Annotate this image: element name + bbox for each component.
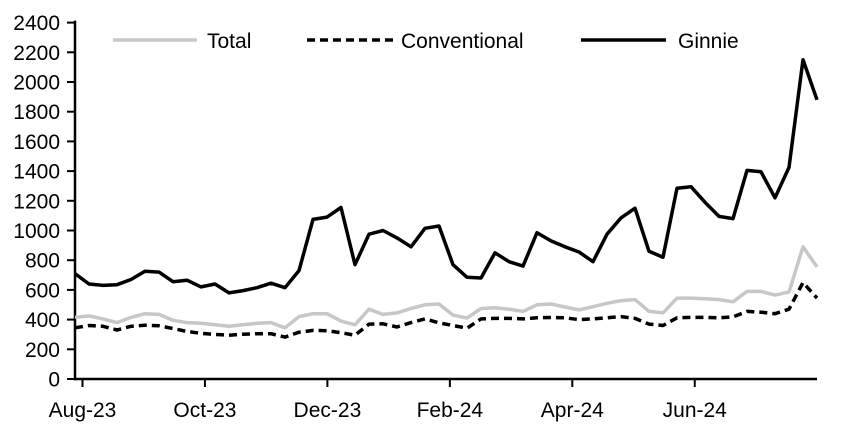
legend-label-ginnie: Ginnie xyxy=(678,30,739,53)
series-lines xyxy=(73,57,819,339)
y-axis-tick-label: 1400 xyxy=(13,161,60,184)
x-axis-tick-label: Dec-23 xyxy=(294,399,362,422)
series-line-total xyxy=(74,245,819,330)
y-axis-tick-label: 2200 xyxy=(13,42,60,65)
axes: 0 200 400 600 800 1000 1200 1400 1600 1800 2000 220… xyxy=(13,12,817,422)
y-axis-tick-label: 600 xyxy=(25,279,60,302)
x-axis-tick-label: Apr-24 xyxy=(541,399,604,422)
y-axis-tick-label: 2000 xyxy=(13,72,60,95)
y-axis-tick-label: 0 xyxy=(48,369,60,392)
y-axis-tick-label: 1600 xyxy=(13,131,60,154)
legend: Total Conventional Ginnie xyxy=(113,30,739,53)
x-axis-tick-label: Oct-23 xyxy=(173,399,236,422)
legend-label-total: Total xyxy=(207,30,251,53)
y-axis-tick-label: 2400 xyxy=(13,12,60,35)
series-line-conventional xyxy=(74,280,819,339)
legend-label-conventional: Conventional xyxy=(401,30,524,53)
y-axis-tick-label: 1800 xyxy=(13,101,60,124)
x-axis-tick-label: Jun-24 xyxy=(663,399,728,422)
y-axis-tick-label: 1200 xyxy=(13,190,60,213)
x-axis-tick-label: Feb-24 xyxy=(417,399,484,422)
y-axis-tick-label: 400 xyxy=(25,309,60,332)
y-axis-tick-label: 1000 xyxy=(13,220,60,243)
x-axis-tick-label: Aug-23 xyxy=(49,399,117,422)
y-axis-tick-label: 200 xyxy=(25,339,60,362)
series-line-ginnie xyxy=(73,57,819,295)
y-axis-tick-label: 800 xyxy=(25,250,60,273)
